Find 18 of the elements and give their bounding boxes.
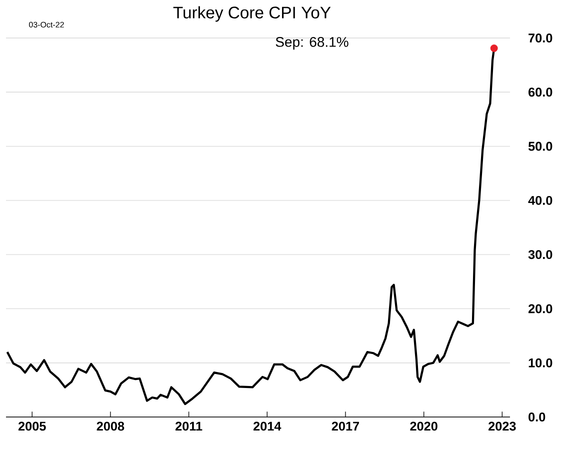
x-tick-label: 2017 xyxy=(332,422,360,431)
y-tick-label: 30.0 xyxy=(528,250,552,260)
annotation: Sep: 68.1% xyxy=(276,37,348,50)
x-tick-label: 2023 xyxy=(488,422,516,431)
y-tick-label: 70.0 xyxy=(528,34,552,42)
x-tick-label: 2005 xyxy=(18,422,46,431)
y-tick-label: 40.0 xyxy=(528,196,552,205)
y-tick-label: 10.0 xyxy=(528,358,552,368)
x-tick-label: 2014 xyxy=(253,422,282,431)
x-tick-label: 2020 xyxy=(410,422,438,431)
y-tick-label: 20.0 xyxy=(528,304,552,314)
text: 03-Oct-22 xyxy=(29,22,64,28)
y-tick-label: 50.0 xyxy=(528,142,552,151)
y-tick-label: 0.0 xyxy=(528,412,546,422)
x-tick-label: 2008 xyxy=(96,422,124,431)
y-tick-label: 60.0 xyxy=(528,88,552,97)
chart-title: Turkey Core CPI YoY xyxy=(173,6,331,22)
x-tick-label: 2011 xyxy=(176,422,202,431)
